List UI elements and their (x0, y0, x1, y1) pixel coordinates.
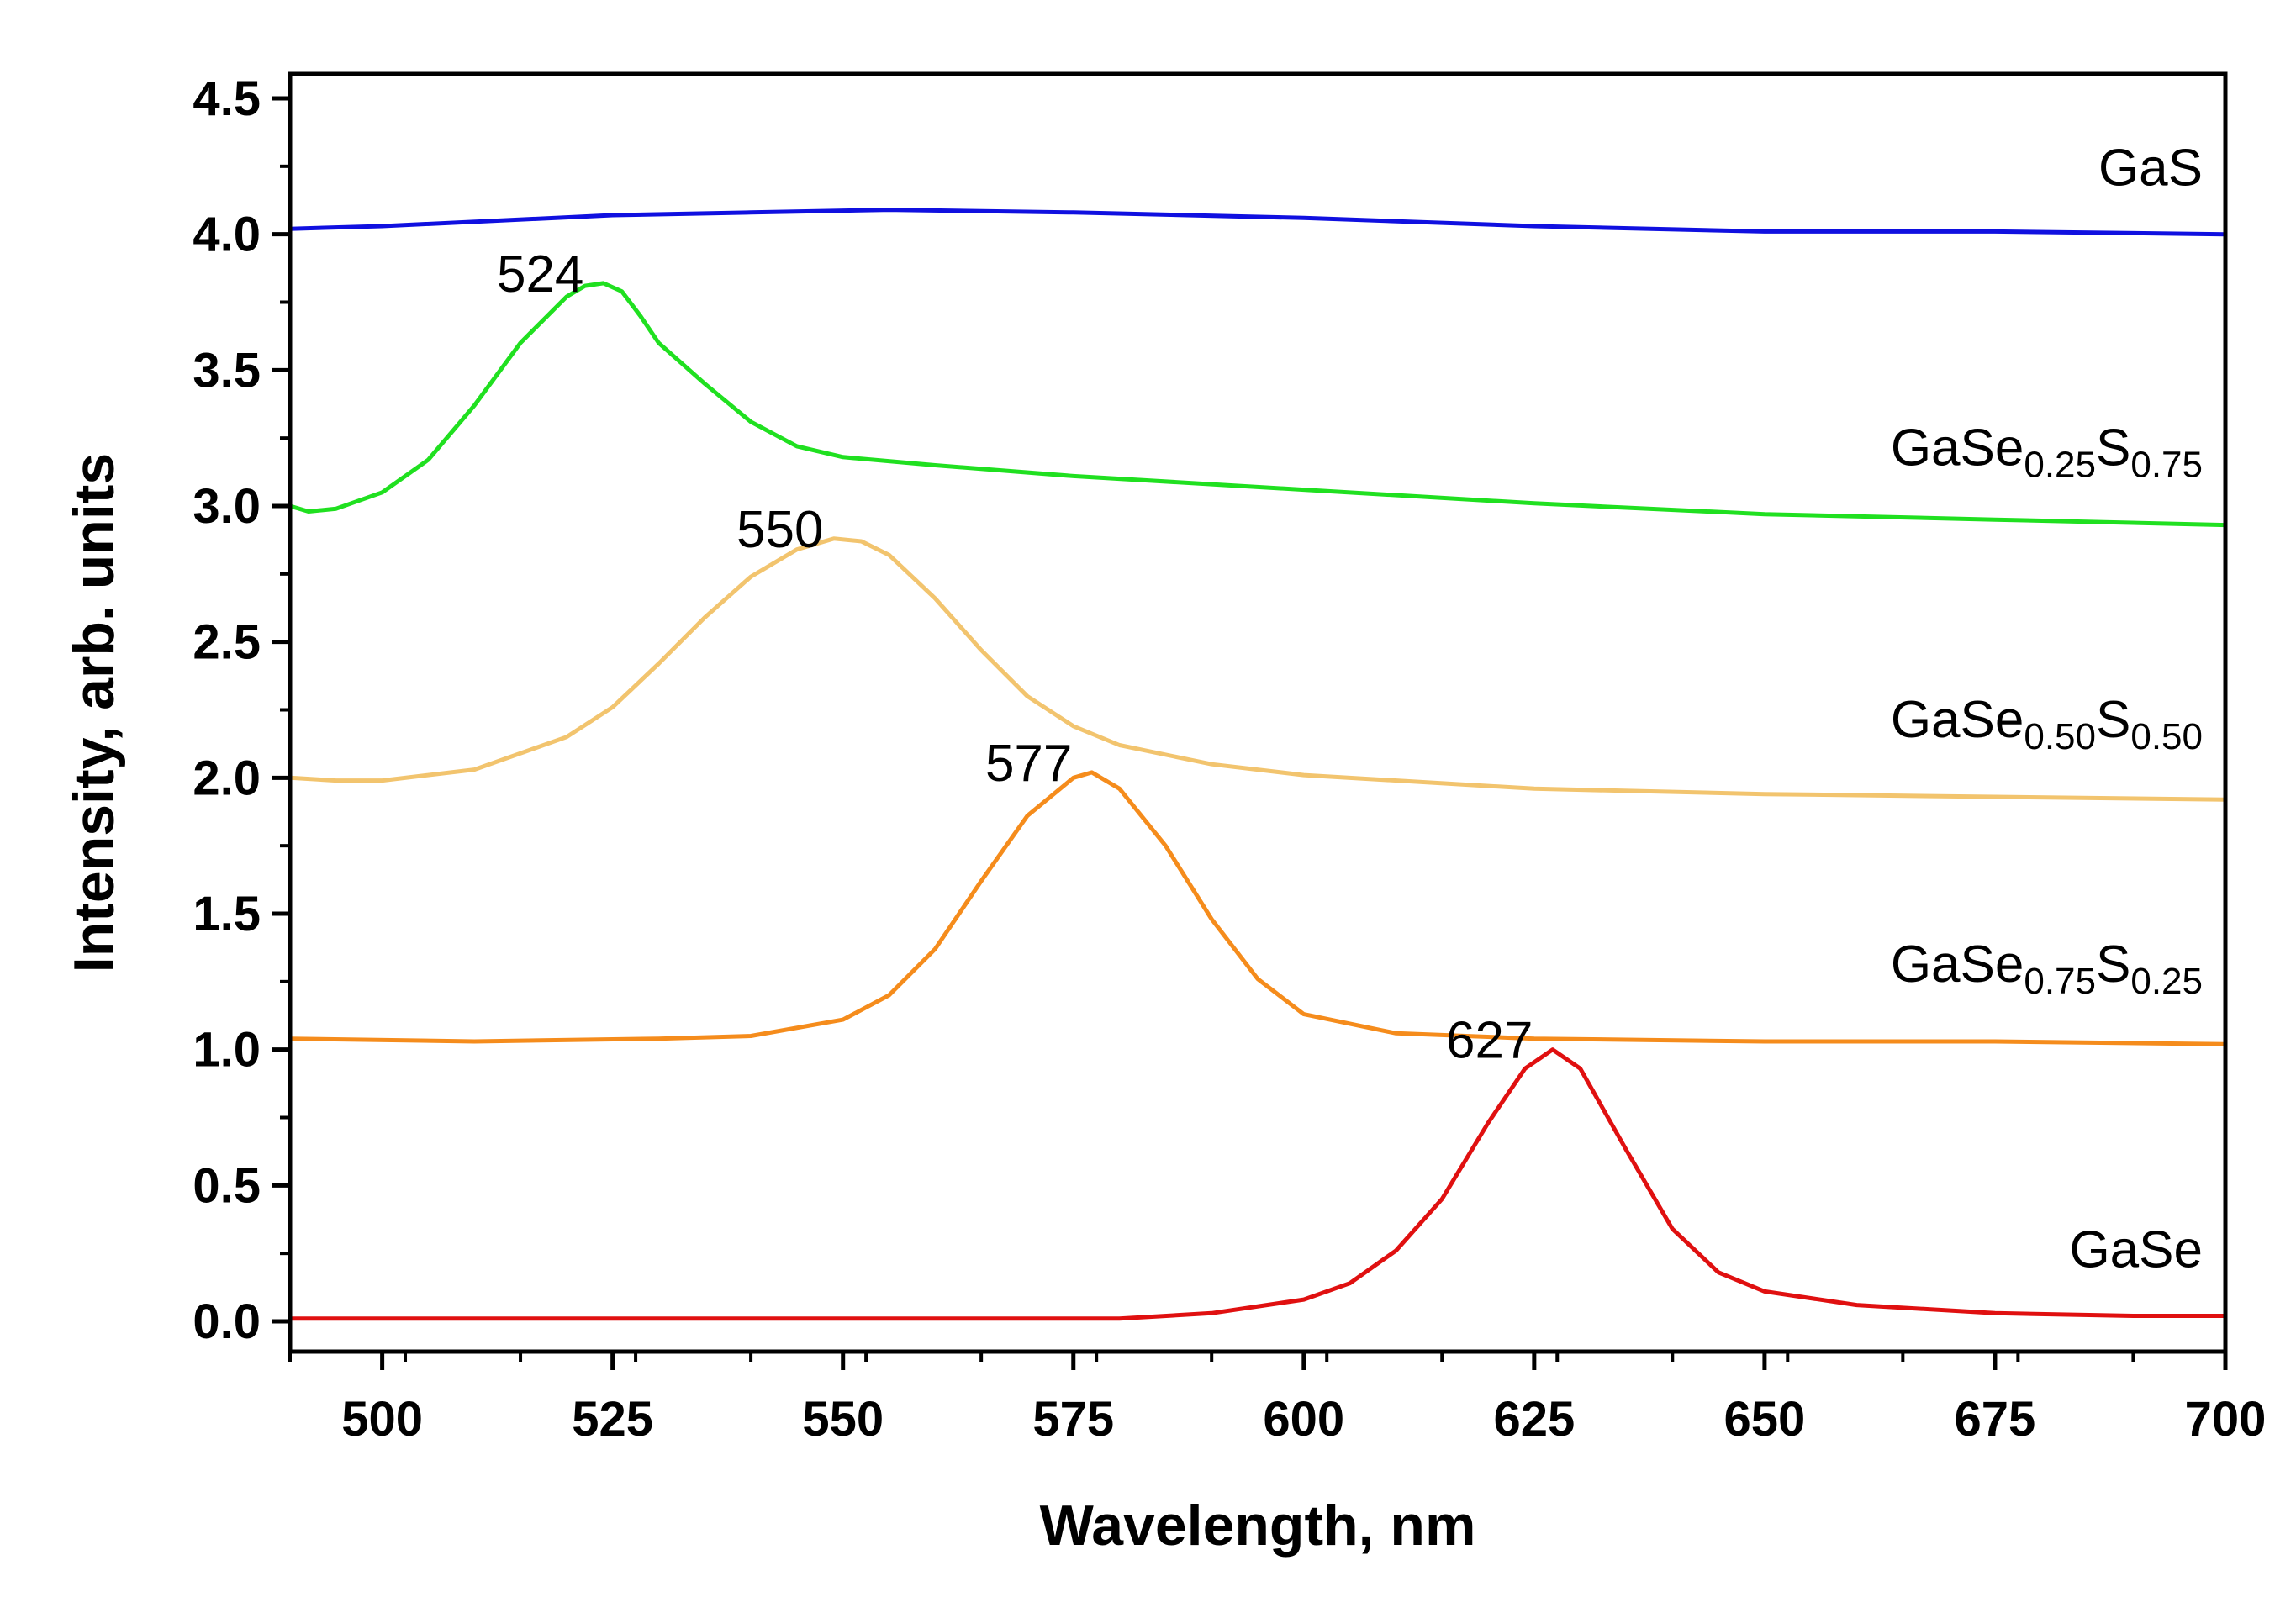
plot-frame (288, 71, 2228, 1354)
x-tick-label: 550 (802, 1392, 884, 1447)
series-label-part: GaSe (1891, 419, 2024, 477)
series-label-part: S (2096, 419, 2130, 477)
series-label-part: S (2096, 691, 2130, 749)
peak-label: 524 (497, 245, 583, 303)
series-layer (288, 208, 2228, 1321)
series-label-part: 0.50 (2130, 716, 2203, 757)
labels-layer: GaSGaSe0.25S0.75524GaSe0.50S0.50550GaSe0… (497, 139, 2203, 1278)
series-label-part: GaS (2098, 139, 2203, 197)
y-tick-label: 0.5 (193, 1158, 261, 1213)
series-line-4 (288, 1047, 2228, 1321)
x-tick-label: 650 (1724, 1392, 1806, 1447)
series-label: GaSe0.75S0.25 (1891, 936, 2203, 1002)
y-tick-label: 0.0 (193, 1294, 261, 1349)
x-tick-label: 600 (1263, 1392, 1344, 1447)
y-tick-label: 3.0 (193, 479, 261, 534)
series-label-part: S (2096, 936, 2130, 994)
series-label-part: GaSe (1891, 936, 2024, 994)
series-label-part: GaSe (2069, 1220, 2203, 1278)
y-tick-label: 4.5 (193, 71, 261, 126)
y-tick-label: 4.0 (193, 208, 261, 262)
y-axis-title: Intensity, arb. units (62, 453, 126, 973)
ticks-layer: 500 525 550 575 600 625 650 675 700 0.0 0.5 1.0 1.5 2… (193, 71, 2266, 1447)
series-label: GaSe (2069, 1220, 2203, 1278)
y-tick-label: 2.0 (193, 751, 261, 805)
peak-label: 577 (985, 735, 1072, 793)
y-tick-label: 3.5 (193, 343, 261, 398)
x-tick-label: 675 (1955, 1392, 2036, 1447)
series-label: GaSe0.50S0.50 (1891, 691, 2203, 757)
x-tick-label: 700 (2185, 1392, 2267, 1447)
series-label-part: 0.25 (2130, 961, 2203, 1002)
series-label-part: 0.75 (2130, 445, 2203, 486)
peak-label: 550 (736, 501, 823, 559)
series-line-1 (288, 281, 2228, 528)
x-tick-label: 575 (1032, 1392, 1114, 1447)
x-axis-title: Wavelength, nm (1040, 1494, 1476, 1558)
y-tick-label: 2.5 (193, 615, 261, 670)
peak-label: 627 (1446, 1012, 1533, 1070)
series-label-part: 0.75 (2024, 961, 2096, 1002)
x-tick-label: 625 (1493, 1392, 1575, 1447)
y-tick-label: 1.5 (193, 887, 261, 941)
series-line-0 (288, 208, 2228, 237)
series-label: GaS (2098, 139, 2203, 197)
series-line-2 (288, 536, 2228, 802)
series-label: GaSe0.25S0.75 (1891, 419, 2203, 486)
series-line-3 (288, 770, 2228, 1046)
y-tick-label: 1.0 (193, 1023, 261, 1078)
series-label-part: 0.50 (2024, 716, 2096, 757)
x-tick-label: 525 (572, 1392, 653, 1447)
series-label-part: 0.25 (2024, 445, 2096, 486)
series-label-part: GaSe (1891, 691, 2024, 749)
x-tick-label: 500 (341, 1392, 423, 1447)
